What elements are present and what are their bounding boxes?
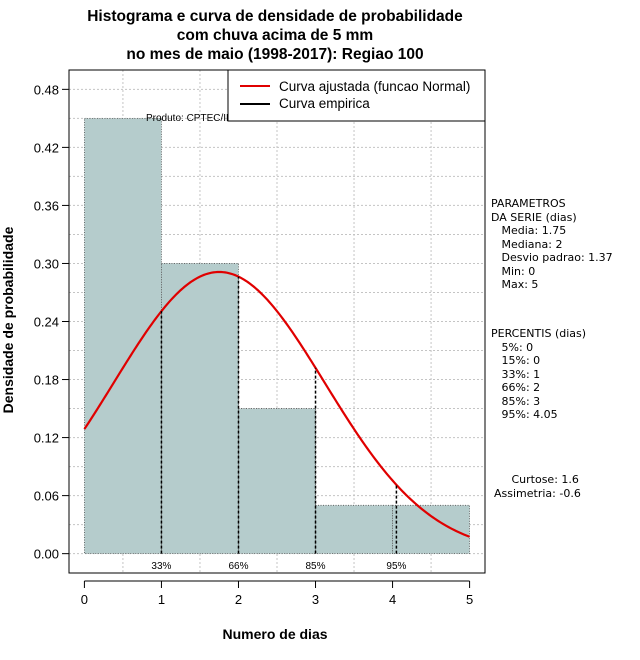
x-tick-label: 5 xyxy=(466,592,473,607)
parameter-line: Desvio padrao: 1.37 xyxy=(491,251,613,264)
y-tick-label: 0.42 xyxy=(34,140,59,155)
legend-box xyxy=(227,69,486,122)
legend-empirical-label: Curva empirica xyxy=(279,96,370,111)
product-annotation: Produto: CPTEC/INPE xyxy=(146,113,247,124)
x-axis-label: Numero de dias xyxy=(222,626,327,642)
stat-line: Curtose: 1.6 xyxy=(494,473,579,486)
legend: Curva ajustada (funcao Normal) Curva emp… xyxy=(227,69,486,122)
percentile-line-text: 33%: 1 xyxy=(491,367,541,381)
percentile-label: 66% xyxy=(228,561,248,572)
y-tick-label: 0.00 xyxy=(34,547,59,562)
x-tick-label: 0 xyxy=(81,592,88,607)
y-axis-label: Densidade de probabilidade xyxy=(0,226,16,413)
percentile-line-text: 5%: 0 xyxy=(491,340,534,354)
fitted-normal-curve xyxy=(83,270,470,538)
histogram-bar xyxy=(84,117,162,555)
y-tick-label: 0.48 xyxy=(34,82,59,97)
parameter-line: Min: 0 xyxy=(491,264,536,278)
shape-stats-panel: Curtose: 1.6 Assimetria: -0.6 xyxy=(494,473,581,500)
chart-title-line-2: com chuva acima de 5 mm xyxy=(177,27,373,44)
percentile-line-text: 66%: 2 xyxy=(491,381,541,394)
percentile-label: 85% xyxy=(306,561,326,572)
y-tick-label: 0.12 xyxy=(34,431,59,446)
percentile-label: 95% xyxy=(386,561,406,572)
x-tick-label: 4 xyxy=(389,592,396,607)
percentile-line-text: 15%: 0 xyxy=(491,354,541,367)
histogram-bar xyxy=(238,408,316,555)
parameter-line: DA SERIE (dias) xyxy=(491,210,577,224)
percentile-line-text: 85%: 3 xyxy=(491,394,541,408)
parameter-line: PARAMETROS xyxy=(491,197,566,210)
histogram-bar xyxy=(392,504,470,555)
x-tick-label: 2 xyxy=(235,592,242,607)
x-tick-label: 1 xyxy=(158,592,165,607)
y-tick-label: 0.18 xyxy=(34,373,59,388)
parameter-line: Max: 5 xyxy=(491,278,539,291)
y-tick-label: 0.06 xyxy=(34,489,59,504)
curves: 33% 66% 85% 95% xyxy=(83,270,470,572)
legend-fitted-label: Curva ajustada (funcao Normal) xyxy=(279,79,470,94)
histogram-bar xyxy=(161,263,239,555)
stat-line: Assimetria: -0.6 xyxy=(494,486,581,500)
series-parameters-panel: PARAMETROS DA SERIE (dias) Media: 1.75 Me… xyxy=(491,197,613,292)
percentiles-panel: PERCENTIS (dias) 5%: 0 15%: 0 33%: 1 66%… xyxy=(491,327,586,422)
y-tick-label: 0.36 xyxy=(34,198,59,213)
parameter-line: Media: 1.75 xyxy=(491,224,567,237)
histogram-bar xyxy=(315,504,393,555)
percentile-label: 33% xyxy=(151,561,171,572)
parameter-line: Mediana: 2 xyxy=(491,237,563,251)
percentile-line-text: PERCENTIS (dias) xyxy=(491,327,587,340)
chart-title-line-1: Histograma e curva de densidade de proba… xyxy=(87,8,463,25)
percentile-line-text: 95%: 4.05 xyxy=(491,408,558,421)
histogram-bars xyxy=(84,117,470,555)
chart-title-line-3: no mes de maio (1998-2017): Regiao 100 xyxy=(126,46,423,63)
y-tick-label: 0.24 xyxy=(34,315,59,330)
y-tick-label: 0.30 xyxy=(34,256,59,271)
x-tick-label: 3 xyxy=(312,592,319,607)
